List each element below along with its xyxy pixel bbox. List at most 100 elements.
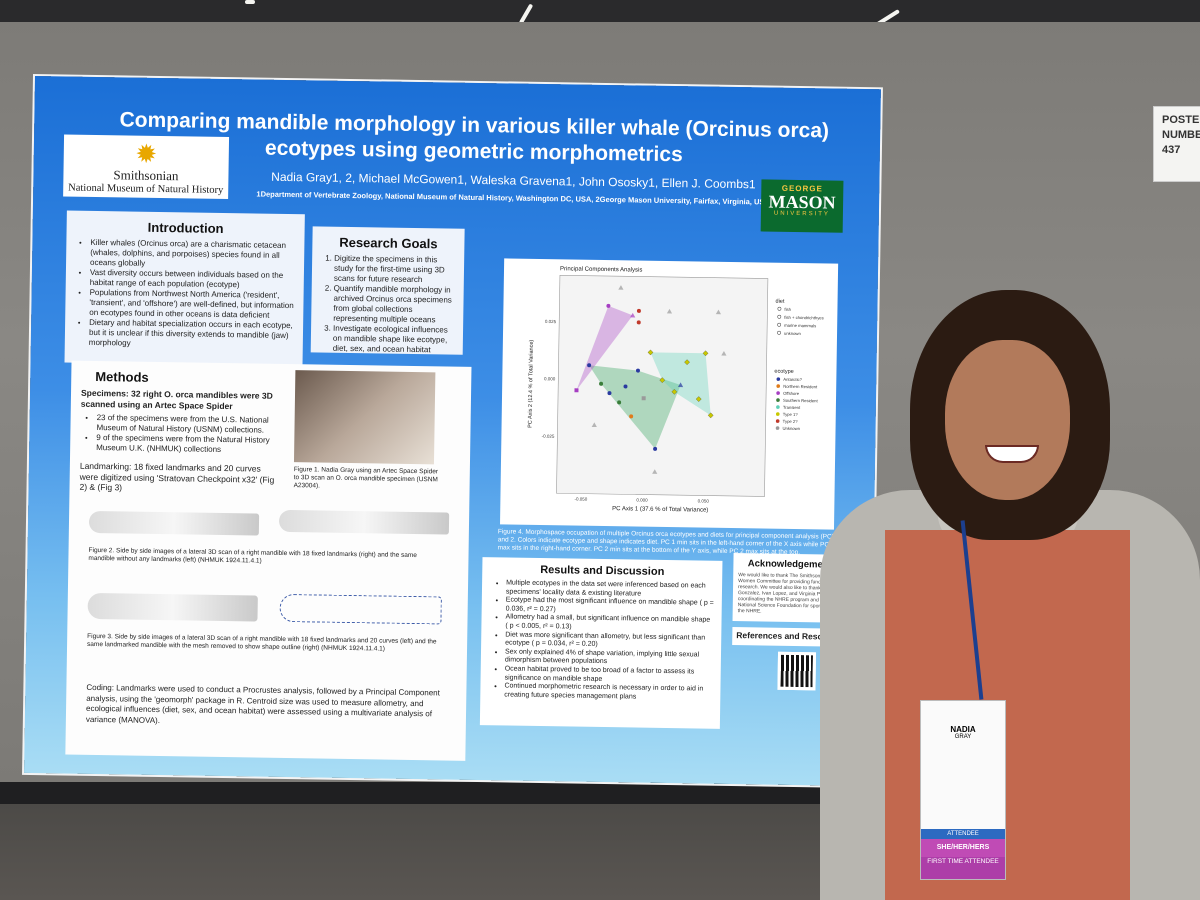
- figure2-caption: Figure 2. Side by side images of a later…: [88, 546, 417, 565]
- data-point: [707, 412, 714, 419]
- badge-first-time-ribbon: FIRST TIME ATTENDEE: [921, 857, 1005, 879]
- poster-number-line2: NUMBER: [1162, 129, 1200, 141]
- data-point: [647, 349, 654, 356]
- data-point: [629, 414, 634, 419]
- pca-chart: Principal Components Analysis PC Axis 1 (…: [500, 258, 839, 530]
- data-point: [574, 388, 579, 393]
- data-point: [666, 308, 673, 314]
- sun-icon: ✹: [135, 138, 158, 169]
- qr-code-icon: [777, 651, 817, 691]
- legend-ecotype-entry: Antarctic?: [783, 377, 802, 382]
- data-point: [636, 320, 641, 325]
- legend-ecotype-entry: Southern Resident: [783, 398, 819, 404]
- data-point: [591, 422, 597, 428]
- legend-ecotype-entry: Type 1?: [783, 412, 799, 417]
- data-point: [684, 359, 690, 365]
- affiliation: 1Department of Vertebrate Zoology, Natio…: [256, 189, 770, 207]
- research-poster: Comparing mandible morphology in various…: [24, 76, 881, 787]
- legend-ecotype-entry: Transient: [783, 405, 801, 410]
- methods-section: Methods Specimens: 32 right O. orca mand…: [65, 360, 472, 761]
- legend-diet-entry: fish + chondrichthyes: [784, 315, 824, 321]
- research-goals-heading: Research Goals: [339, 234, 438, 252]
- name-badge: NADIA GRAY ATTENDEE SHE/HER/HERS FIRST T…: [920, 700, 1006, 880]
- legend-ecotype-marker: [775, 426, 780, 430]
- results-section: Results and Discussion Multiple ecotypes…: [479, 557, 723, 729]
- legend-ecotype-marker: [776, 391, 780, 395]
- ecotype-hull: [576, 305, 633, 391]
- mandible-scan-landmarked: [278, 509, 450, 535]
- introduction-heading: Introduction: [147, 219, 224, 236]
- legend-ecotype-entry: Type 2?: [783, 419, 799, 424]
- data-point: [652, 469, 658, 474]
- smithsonian-logo: ✹ Smithsonian National Museum of Natural…: [63, 134, 230, 200]
- methods-landmarking: Landmarking: 18 fixed landmarks and 20 c…: [79, 460, 275, 493]
- badge-attendee: ATTENDEE: [921, 829, 1005, 839]
- legend-diet-marker: [777, 330, 781, 335]
- data-point: [653, 446, 658, 451]
- chart-title: Principal Components Analysis: [560, 266, 642, 273]
- legend-diet-marker: [777, 322, 782, 327]
- ecotype-hull: [589, 365, 681, 449]
- data-point: [607, 391, 612, 396]
- list-item: Digitize the specimens in this study for…: [334, 254, 458, 286]
- list-item: Quantify mandible morphology in archived…: [333, 284, 458, 326]
- data-point: [659, 377, 666, 383]
- legend-ecotype-marker: [776, 377, 781, 381]
- badge-pronoun-ribbon: SHE/HER/HERS: [921, 839, 1005, 857]
- y-tick-label: 0.025: [545, 319, 557, 324]
- gmu-logo-main: MASON: [768, 191, 836, 213]
- legend-diet-entry: marine mammals: [784, 323, 816, 329]
- data-point: [702, 350, 709, 357]
- research-goals-section: Research Goals Digitize the specimens in…: [310, 226, 465, 355]
- data-point: [617, 400, 622, 405]
- data-point: [671, 389, 678, 395]
- george-mason-logo: GEORGE MASON UNIVERSITY: [760, 179, 844, 233]
- authors: Nadia Gray1, 2, Michael McGowen1, Walesk…: [271, 169, 756, 192]
- x-tick-label: -0.050: [574, 497, 587, 502]
- data-point: [715, 309, 722, 315]
- data-point: [695, 396, 702, 402]
- poster-number-value: 437: [1162, 144, 1181, 156]
- x-axis-label: PC Axis 1 (37.6 % of Total Variance): [612, 506, 708, 514]
- data-point: [635, 368, 640, 373]
- plot-area: [556, 274, 769, 497]
- legend-ecotype-marker: [776, 384, 781, 388]
- data-point: [677, 382, 684, 388]
- y-axis-label: PC Axis 2 (12.4 % of Total Variance): [528, 340, 535, 428]
- data-point: [618, 285, 624, 290]
- legend-diet-marker: [777, 306, 782, 311]
- legend-ecotype-marker: [776, 405, 780, 409]
- list-item: Continued morphometric research is neces…: [504, 683, 712, 703]
- ceiling-light: [245, 0, 255, 4]
- badge-surname: GRAY: [954, 734, 972, 740]
- list-item: Dietary and habitat specialization occur…: [89, 318, 295, 351]
- legend-ecotype-title: ecotype: [774, 369, 793, 375]
- mandible-scan-curves: [87, 592, 258, 622]
- y-tick-label: -0.025: [542, 434, 555, 439]
- data-point: [630, 312, 636, 318]
- legend-diet-entry: fish: [784, 307, 791, 312]
- list-item: 9 of the specimens were from the Natural…: [96, 433, 296, 456]
- legend-ecotype-marker: [775, 419, 780, 423]
- figure3-caption: Figure 3. Side by side images of a later…: [87, 632, 437, 653]
- results-heading: Results and Discussion: [540, 563, 665, 578]
- mandible-scan: [88, 510, 260, 536]
- presenter: NADIA GRAY ATTENDEE SHE/HER/HERS FIRST T…: [820, 290, 1200, 900]
- introduction-section: Introduction Killer whales (Orcinus orca…: [64, 210, 305, 367]
- list-item: Investigate ecological influences on man…: [333, 324, 457, 355]
- data-point: [623, 384, 628, 389]
- methods-specimens: Specimens: 32 right O. orca mandibles we…: [80, 387, 273, 411]
- data-point: [599, 381, 604, 386]
- data-point: [606, 303, 611, 308]
- legend-diet-title: diet: [775, 299, 784, 305]
- smithsonian-logo-line2: National Museum of Natural History: [68, 182, 224, 196]
- list-item: Killer whales (Orcinus orca) are a chari…: [90, 238, 296, 271]
- figure1-caption: Figure 1. Nadia Gray using an Artec Spac…: [293, 466, 439, 490]
- mandible-outline: [279, 593, 442, 625]
- legend-ecotype-entry: Offshore: [783, 391, 800, 396]
- face: [945, 340, 1070, 500]
- data-point: [587, 363, 592, 368]
- poster-number-line1: POSTER: [1162, 114, 1200, 126]
- data-point: [636, 308, 641, 313]
- legend-ecotype-marker: [776, 398, 780, 402]
